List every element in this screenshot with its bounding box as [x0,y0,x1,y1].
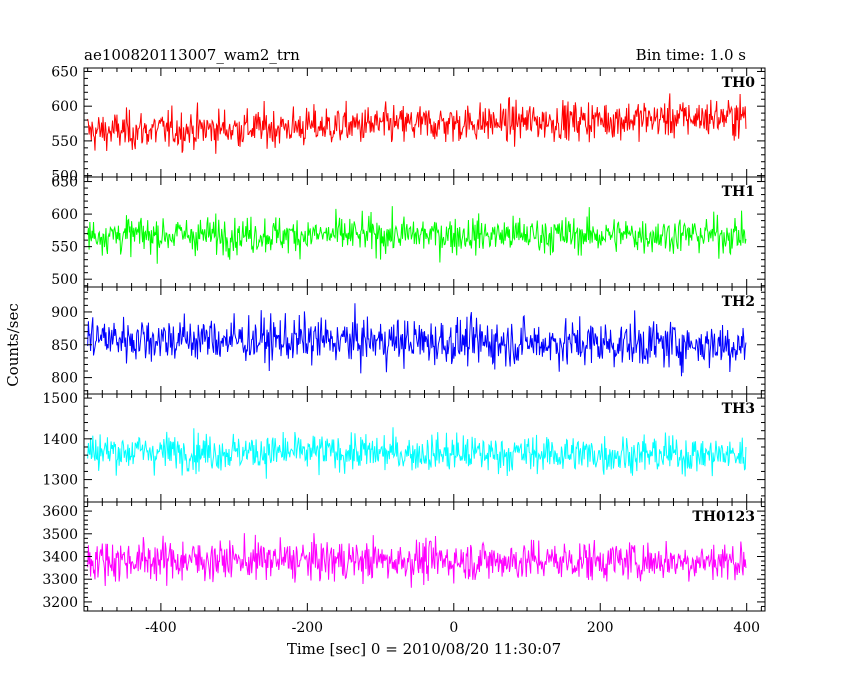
chart-title-right: Bin time: 1.0 s [636,46,746,64]
series-line-th0123 [87,533,747,588]
panel-th3: 1300 1400 1500 TH3 [42,391,766,503]
y-tick-label: 550 [51,134,78,150]
x-tick-label: -200 [292,620,323,636]
panel-frame [83,393,766,503]
y-tick-label: 3600 [42,504,78,520]
y-tick-label: 3200 [42,595,78,611]
y-tick-label: 1400 [42,432,78,448]
panels-group: 500 550 600 650 TH0 500 550 600 650 TH1 800 850 900 T… [42,64,766,636]
series-line-th0 [87,93,747,154]
x-tick-label: -400 [145,620,176,636]
series-line-th1 [87,206,747,264]
y-tick-label: 3300 [42,572,78,588]
x-tick-label: 200 [587,620,614,636]
y-tick-label: 1300 [42,473,78,489]
y-tick-label: 1500 [42,391,78,407]
x-axis-label: Time [sec] 0 = 2010/08/20 11:30:07 [287,640,561,658]
series-line-th3 [87,427,747,479]
y-tick-label: 650 [51,64,78,80]
y-tick-label: 3400 [42,550,78,566]
y-tick-label: 600 [51,207,78,223]
y-tick-label: 600 [51,99,78,115]
panel-label-th1: TH1 [722,184,755,200]
panel-label-th2: TH2 [722,294,755,310]
y-tick-label: 500 [51,169,78,185]
y-tick-label: 500 [51,272,78,288]
panel-th1: 500 550 600 650 TH1 [51,175,766,288]
panel-label-th0123: TH0123 [692,509,755,525]
y-tick-label: 550 [51,240,78,256]
x-tick-label: 0 [449,620,458,636]
y-tick-label: 3500 [42,527,78,543]
y-tick-label: 650 [51,175,78,191]
panel-label-th3: TH3 [722,401,755,417]
y-tick-label: 800 [51,371,78,387]
panel-th0: 500 550 600 650 TH0 [51,64,766,185]
panel-frame [83,67,766,178]
series-line-th2 [87,303,747,377]
panel-th0123: 3200 3300 3400 3500 3600 TH0123 [42,501,766,612]
y-tick-label: 850 [51,338,78,354]
chart-title-left: ae100820113007_wam2_trn [84,46,300,64]
panel-th2: 800 850 900 TH2 [51,286,766,395]
x-tick-label: 400 [733,620,760,636]
panel-label-th0: TH0 [722,75,756,91]
y-axis-label: Counts/sec [4,303,22,387]
y-tick-label: 900 [51,305,78,321]
